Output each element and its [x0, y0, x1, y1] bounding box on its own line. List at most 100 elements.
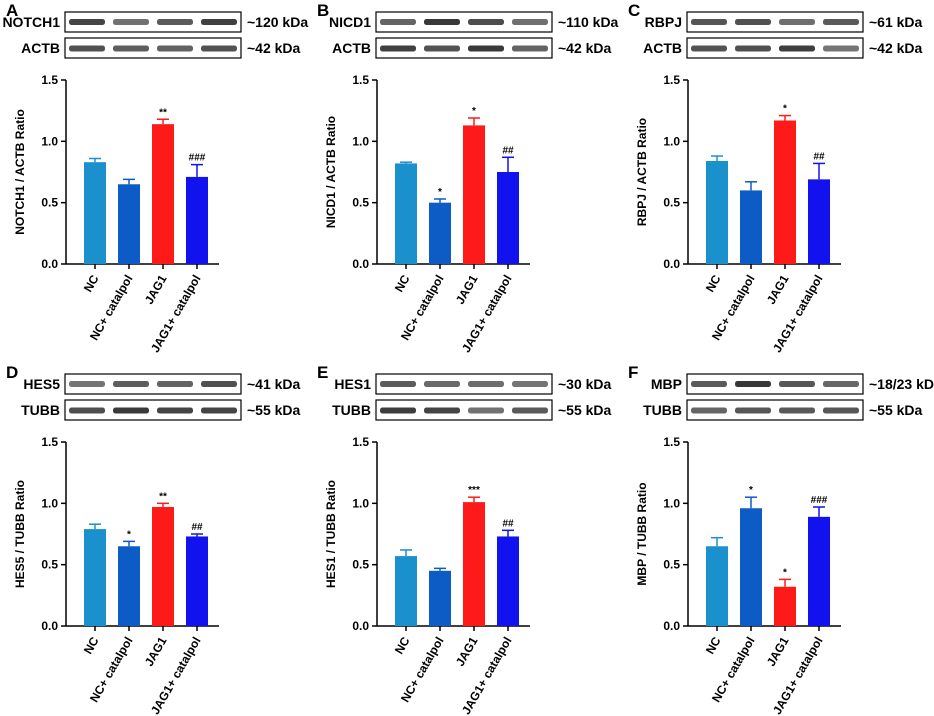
panel-letter: F: [628, 363, 638, 382]
bar: [84, 162, 106, 264]
blot-band: [468, 45, 504, 52]
significance-label: ##: [502, 145, 514, 156]
blot-band: [512, 407, 548, 414]
blot-band: [691, 381, 727, 387]
bar: [152, 124, 174, 264]
blot-frame: [64, 373, 242, 395]
blot-band: [69, 381, 105, 387]
category-label: NC: [81, 272, 102, 294]
blot-band: [380, 381, 416, 387]
blot-band: [691, 407, 727, 414]
category-label: NC: [81, 634, 102, 656]
blot-frame: [686, 11, 864, 33]
bar: [395, 163, 417, 264]
blot-band: [779, 407, 815, 414]
y-tick-label: 1.0: [352, 496, 369, 510]
y-tick-label: 1.5: [663, 73, 680, 87]
category-label: JAG1: [142, 272, 170, 306]
y-axis-label: NICD1 / ACTB Ratio: [324, 116, 338, 228]
blot-1: ACTB ~42 kDa: [332, 37, 612, 59]
blot-band: [380, 19, 416, 25]
blot-band: [823, 381, 859, 387]
category-label: NC: [703, 634, 724, 656]
bar: [463, 125, 485, 265]
panel-letter: B: [317, 1, 329, 20]
bar: [706, 160, 728, 264]
y-tick-label: 1.5: [41, 73, 58, 87]
bar: [808, 179, 830, 264]
y-tick-label: 1.5: [663, 435, 680, 449]
blot-label: NICD1: [329, 14, 371, 30]
significance-label: *: [438, 187, 442, 198]
category-label: JAG1: [453, 272, 481, 306]
blot-kda-label: ~120 kDa: [247, 14, 308, 30]
y-tick-label: 0.5: [352, 558, 369, 572]
bar: [118, 184, 140, 264]
category-label: NC: [392, 634, 413, 656]
blot-0: HES1 ~30 kDa: [334, 373, 612, 395]
blot-0: NICD1 ~110 kDa: [329, 11, 619, 33]
blot-label: RBPJ: [645, 14, 682, 30]
bar: [186, 536, 208, 626]
blot-frame: [375, 11, 553, 33]
y-axis-label: NOTCH1 / ACTB Ratio: [13, 109, 27, 235]
bar: [774, 586, 796, 626]
panel-f: F MBP ~18/23 kDa TUBB ~55 kDa 0.0 0.5 1.0 1.5 MBP…: [628, 363, 934, 716]
y-tick-label: 1.5: [352, 73, 369, 87]
blot-band: [157, 45, 193, 52]
bar: [186, 176, 208, 264]
bar: [706, 546, 728, 626]
blot-band: [735, 407, 771, 414]
significance-label: *: [127, 529, 131, 540]
blot-label: ACTB: [643, 40, 682, 56]
y-tick-label: 1.0: [663, 134, 680, 148]
blot-band: [779, 45, 815, 52]
significance-label: *: [749, 485, 753, 496]
blot-band: [201, 407, 237, 414]
blot-band: [69, 19, 105, 25]
significance-label: **: [159, 491, 167, 502]
significance-label: ##: [813, 151, 825, 162]
y-tick-label: 0.5: [41, 196, 58, 210]
blot-band: [380, 45, 416, 52]
bar: [808, 516, 830, 626]
significance-label: ###: [811, 495, 828, 506]
panel-letter: A: [6, 1, 18, 20]
y-tick-label: 1.0: [41, 134, 58, 148]
category-label: JAG1: [764, 272, 792, 306]
blot-frame: [375, 37, 553, 59]
y-tick-label: 1.0: [663, 496, 680, 510]
y-tick-label: 0.0: [352, 619, 369, 633]
blot-label: ACTB: [21, 40, 60, 56]
blot-band: [113, 45, 149, 52]
bar: [429, 202, 451, 264]
panel-d: D HES5 ~41 kDa TUBB ~55 kDa 0.0 0.5 1.0 1.5 HES5 …: [6, 363, 301, 716]
blot-band: [201, 381, 237, 387]
blot-frame: [64, 11, 242, 33]
bar: [118, 546, 140, 626]
y-tick-label: 0.0: [41, 257, 58, 271]
bar: [774, 120, 796, 264]
y-tick-label: 0.0: [663, 257, 680, 271]
blot-label: TUBB: [21, 402, 60, 418]
blot-band: [823, 407, 859, 414]
blot-label: HES1: [334, 376, 371, 392]
blot-frame: [64, 37, 242, 59]
blot-band: [779, 19, 815, 25]
blot-band: [69, 45, 105, 52]
blot-band: [468, 381, 504, 387]
blot-band: [424, 407, 460, 414]
blot-kda-label: ~42 kDa: [869, 40, 923, 56]
blot-band: [735, 381, 771, 387]
blot-frame: [375, 399, 553, 421]
category-label: NC: [392, 272, 413, 294]
bar: [152, 507, 174, 626]
blot-band: [691, 45, 727, 52]
panel-letter: C: [628, 1, 640, 20]
blot-band: [735, 45, 771, 52]
blot-band: [691, 19, 727, 25]
bar: [740, 508, 762, 626]
blot-1: ACTB ~42 kDa: [643, 37, 923, 59]
blot-kda-label: ~55 kDa: [247, 402, 301, 418]
